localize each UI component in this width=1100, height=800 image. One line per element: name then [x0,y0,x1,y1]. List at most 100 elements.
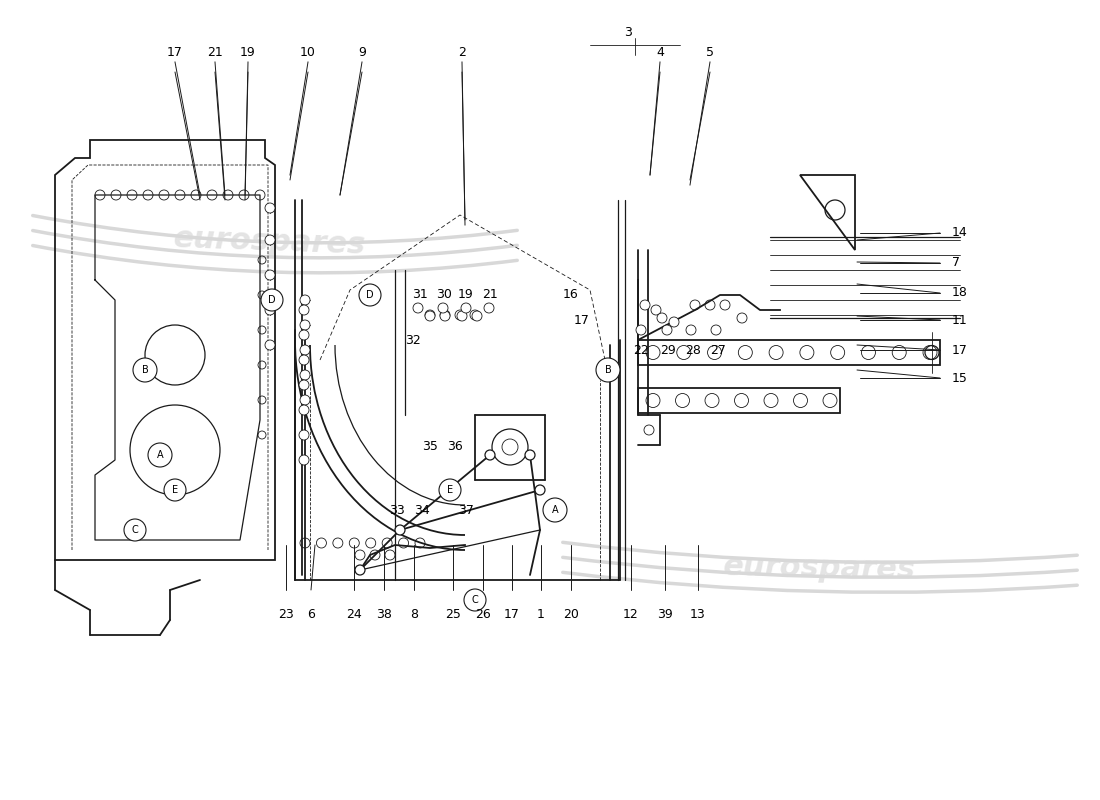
Circle shape [265,203,275,213]
Circle shape [265,235,275,245]
Text: 30: 30 [436,289,452,302]
Text: A: A [552,505,559,515]
Text: 16: 16 [563,289,579,302]
Circle shape [300,395,310,405]
Text: 12: 12 [623,609,639,622]
Text: 33: 33 [389,503,405,517]
Circle shape [164,479,186,501]
Circle shape [636,325,646,335]
Circle shape [640,300,650,310]
Text: 19: 19 [458,289,474,302]
Circle shape [148,443,172,467]
Circle shape [300,345,310,355]
Text: D: D [268,295,276,305]
Circle shape [425,311,435,321]
Text: 27: 27 [711,343,726,357]
Text: 21: 21 [207,46,223,58]
Text: 17: 17 [504,609,520,622]
Text: A: A [156,450,163,460]
Text: 21: 21 [482,289,498,302]
Text: 4: 4 [656,46,664,58]
Text: 13: 13 [690,609,706,622]
Text: 14: 14 [952,226,968,239]
Circle shape [265,305,275,315]
Circle shape [686,325,696,335]
Text: 31: 31 [412,289,428,302]
Circle shape [425,310,435,320]
Circle shape [438,303,448,313]
Circle shape [265,340,275,350]
Text: 15: 15 [952,371,968,385]
Circle shape [299,455,309,465]
Text: 17: 17 [574,314,590,326]
Text: E: E [447,485,453,495]
Circle shape [440,311,450,321]
Text: 2: 2 [458,46,466,58]
Text: 11: 11 [952,314,968,326]
Text: eurospares: eurospares [724,552,916,584]
Text: 17: 17 [952,343,968,357]
Text: 7: 7 [952,257,960,270]
Text: 22: 22 [634,343,649,357]
Circle shape [124,519,146,541]
Text: 20: 20 [563,609,579,622]
Circle shape [461,303,471,313]
Text: 26: 26 [475,609,491,622]
Circle shape [596,358,620,382]
Text: eurospares: eurospares [173,224,366,260]
Text: 23: 23 [278,609,294,622]
Circle shape [485,450,495,460]
Text: 5: 5 [706,46,714,58]
Circle shape [299,355,309,365]
Circle shape [657,313,667,323]
Text: 10: 10 [300,46,316,58]
Circle shape [456,311,468,321]
Text: 1: 1 [537,609,544,622]
Circle shape [439,479,461,501]
Circle shape [484,303,494,313]
Circle shape [535,485,544,495]
Text: 9: 9 [359,46,366,58]
Circle shape [300,320,310,330]
Text: 29: 29 [660,343,675,357]
Circle shape [455,310,465,320]
Circle shape [299,430,309,440]
Circle shape [470,310,480,320]
Circle shape [300,370,310,380]
Text: 28: 28 [685,343,701,357]
Text: 19: 19 [240,46,256,58]
Text: 8: 8 [410,609,418,622]
Text: D: D [366,290,374,300]
Circle shape [711,325,720,335]
Circle shape [412,303,424,313]
Circle shape [355,565,365,575]
Text: C: C [132,525,139,535]
Circle shape [265,270,275,280]
Circle shape [133,358,157,382]
Text: 25: 25 [446,609,461,622]
Text: B: B [142,365,148,375]
Text: 38: 38 [376,609,392,622]
Text: 32: 32 [405,334,421,346]
Circle shape [440,310,450,320]
Text: 18: 18 [952,286,968,299]
Circle shape [261,289,283,311]
Circle shape [299,405,309,415]
Circle shape [543,498,566,522]
Circle shape [299,380,309,390]
Circle shape [669,317,679,327]
Text: 36: 36 [447,441,463,454]
Circle shape [464,589,486,611]
Circle shape [300,295,310,305]
Text: 35: 35 [422,441,438,454]
Text: B: B [605,365,612,375]
Circle shape [359,284,381,306]
Text: 24: 24 [346,609,362,622]
Text: 17: 17 [167,46,183,58]
Circle shape [651,305,661,315]
Circle shape [472,311,482,321]
Text: C: C [472,595,478,605]
Text: 6: 6 [307,609,315,622]
Circle shape [299,305,309,315]
Circle shape [395,525,405,535]
